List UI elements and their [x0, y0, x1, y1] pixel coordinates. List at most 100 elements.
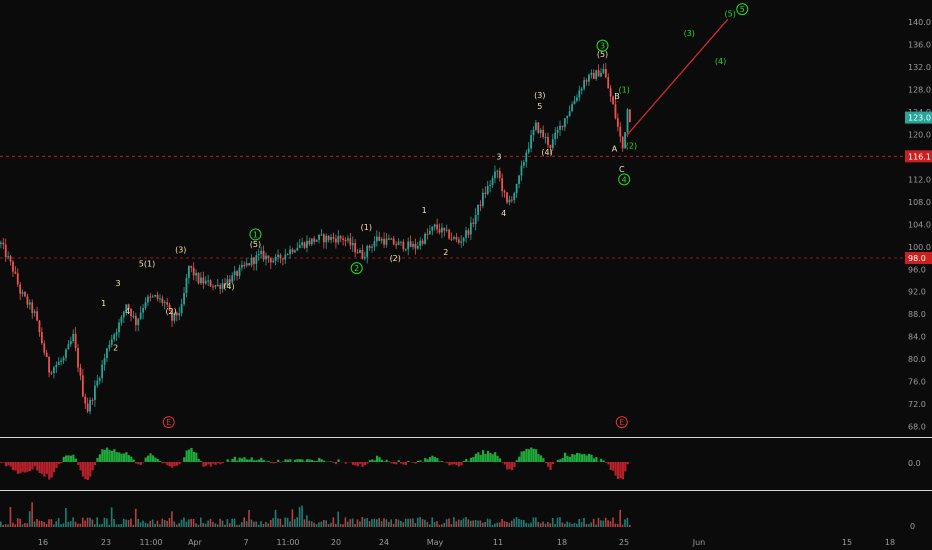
candle-body [26, 296, 29, 305]
oscillator-bar [65, 455, 68, 462]
candle-body [67, 344, 70, 350]
oscillator-bar [462, 460, 465, 462]
oscillator-bar [4, 462, 8, 467]
oscillator-bar [269, 462, 273, 464]
oscillator-bar [21, 462, 24, 472]
candle-body [12, 261, 14, 272]
candle-body [532, 129, 535, 136]
oscillator-bar [98, 454, 102, 462]
candle-body [233, 271, 236, 276]
oscillator-bar [214, 462, 217, 465]
volume-bar [139, 522, 142, 527]
candle-body [595, 70, 598, 79]
candle-body [224, 283, 226, 286]
candle-body [130, 308, 132, 317]
volume-bar [568, 522, 571, 527]
candle-body [573, 100, 576, 105]
volume-bar [163, 519, 166, 527]
candle-body [441, 227, 443, 233]
volume-bar [472, 520, 474, 527]
candle-body [390, 238, 393, 240]
oscillator-bar [556, 459, 559, 462]
oscillator-bar [202, 462, 205, 467]
candle-body [103, 358, 106, 365]
volume-bar [616, 523, 619, 527]
oscillator-bar [469, 457, 473, 462]
volume-bar [455, 521, 458, 527]
time-axis[interactable]: 16 23 11:00 Apr 7 11:00 20 24 May 11 18 25 Jun 15 18 [38, 538, 895, 547]
candle-body [448, 229, 451, 239]
candle-body [597, 70, 600, 77]
volume-bar [402, 522, 405, 527]
volume-bar [296, 517, 299, 527]
volume-bar [236, 524, 238, 527]
volume-bar [81, 517, 84, 527]
oscillator-bar [525, 448, 528, 462]
oscillator-bar [537, 453, 540, 462]
candle-body [501, 178, 504, 192]
candle-body [243, 265, 246, 267]
volume-bar [207, 520, 209, 527]
price-tick-label: 100.0 [908, 243, 931, 252]
volume-bar [277, 518, 279, 527]
candle-body [19, 284, 22, 294]
volume-bar [438, 524, 441, 527]
candle-body [187, 265, 190, 278]
volume-bar [330, 522, 332, 527]
volume-bar [286, 517, 289, 527]
candle-body [279, 254, 282, 259]
oscillator-bar [580, 454, 584, 462]
volume-bar [351, 518, 354, 527]
candle-body [260, 250, 263, 254]
volume-bar [62, 523, 65, 527]
oscillator-bar [559, 459, 562, 462]
oscillator-pane [0, 447, 632, 480]
candle-body [559, 125, 561, 130]
oscillator-bar [498, 458, 502, 462]
candle-body [214, 285, 217, 288]
candle-body [4, 244, 7, 258]
oscillator-bar [308, 459, 311, 462]
price-tick-label: 92.0 [908, 288, 926, 297]
wave-label: 1 [101, 299, 106, 308]
volume-bar [378, 518, 380, 527]
oscillator-bar [187, 449, 191, 462]
volume-bar [484, 521, 487, 527]
oscillator-bar [575, 452, 579, 462]
oscillator-bar [361, 462, 364, 467]
oscillator-bar [563, 452, 567, 462]
oscillator-bar [236, 460, 239, 462]
wave-labels: 12345(1)(2)(3)(4)(5)(1)(2)1234(3)5(4)(5)… [101, 3, 749, 429]
candle-body [84, 396, 87, 404]
candle-body [371, 246, 373, 248]
volume-bar [419, 517, 421, 527]
oscillator-bar [486, 450, 490, 462]
oscillator-bar [506, 462, 509, 470]
oscillator-bar [542, 458, 545, 462]
candle-body [274, 257, 277, 261]
volume-bar [202, 522, 205, 527]
oscillator-bar [366, 462, 369, 464]
price-scale[interactable]: 140.0136.0132.0128.0124.0120.0116.0112.0… [905, 18, 932, 432]
candle-body [40, 332, 43, 344]
candle-body [313, 238, 316, 242]
oscillator-bar [190, 447, 193, 462]
projection-trendline[interactable] [626, 18, 729, 136]
volume-bar [228, 523, 231, 527]
candle-body [2, 242, 5, 245]
candle-body [535, 122, 537, 130]
volume-bar [530, 522, 532, 527]
oscillator-bar [113, 449, 116, 462]
oscillator-bar [166, 462, 169, 466]
oscillator-bar [284, 459, 287, 462]
candle-body [127, 304, 130, 309]
volume-bar [185, 521, 188, 527]
circled-wave-label: 3 [600, 42, 605, 51]
volume-bar [426, 522, 429, 527]
candle-body [28, 302, 31, 305]
volume-bar [175, 524, 178, 527]
oscillator-bar [156, 459, 159, 462]
price-tick-label: 68.0 [908, 423, 926, 432]
oscillator-bar [614, 462, 617, 476]
